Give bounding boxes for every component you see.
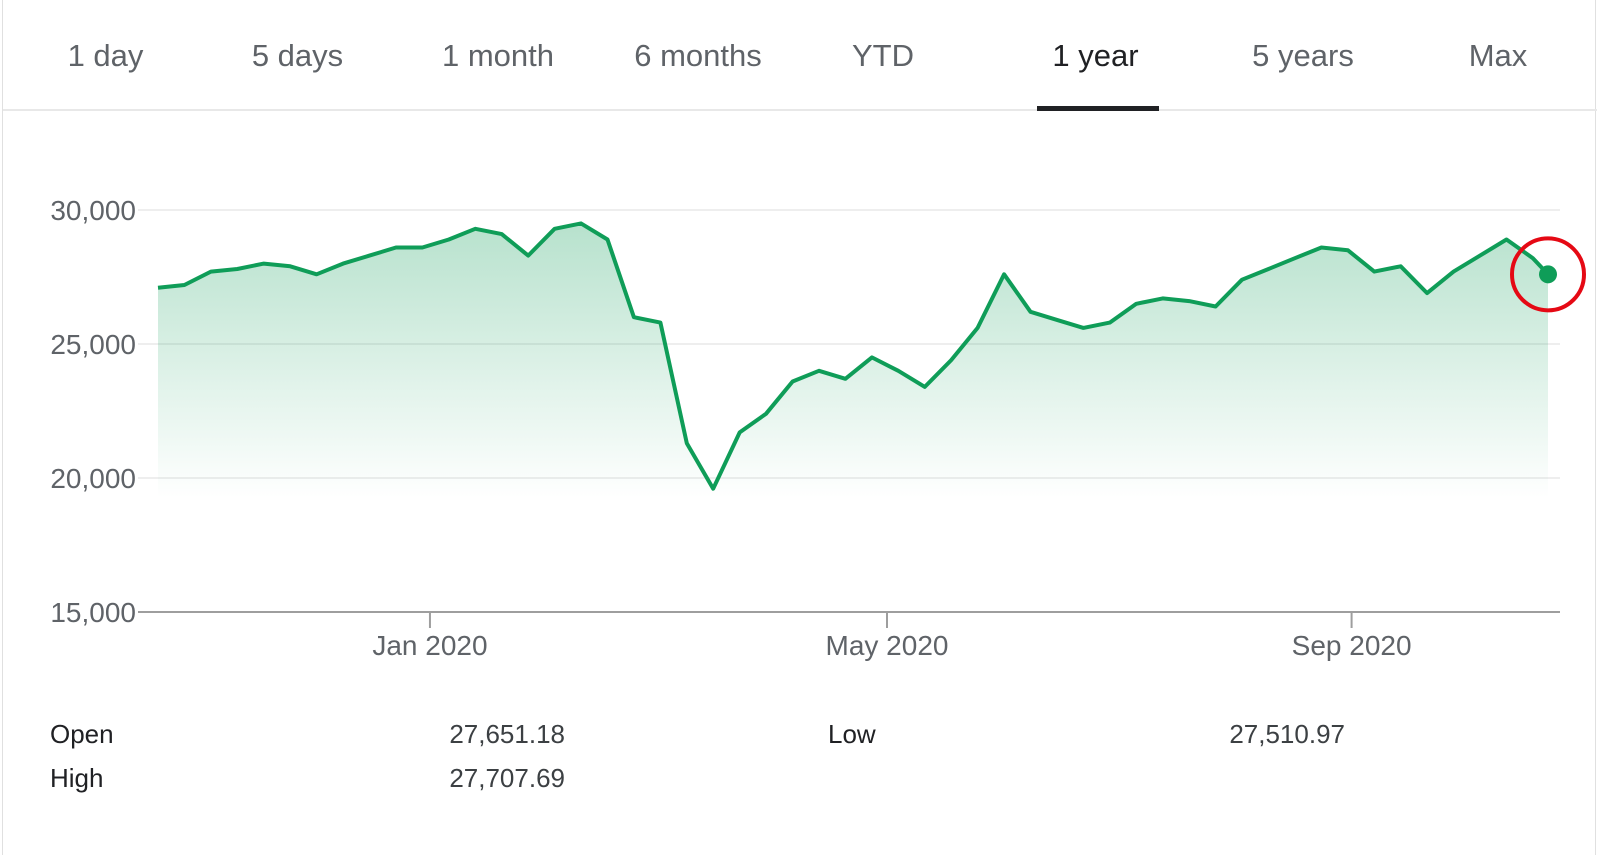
price-chart: 15,000 20,000 25,000 30,000 Jan 2020 May 202…: [50, 195, 1586, 661]
x-tick-label: Jan 2020: [372, 630, 487, 661]
tab-6-months[interactable]: 6 months: [634, 38, 762, 73]
range-tabs: 1 day 5 days 1 month 6 months YTD 1 year…: [3, 0, 1597, 111]
x-axis-ticks: Jan 2020 May 2020 Sep 2020: [372, 612, 1412, 661]
x-tick-label: May 2020: [826, 630, 949, 661]
open-label: Open: [50, 719, 114, 749]
tab-ytd[interactable]: YTD: [852, 38, 914, 73]
y-tick-label: 20,000: [50, 463, 136, 494]
tab-max[interactable]: Max: [1468, 38, 1528, 73]
tab-5-years[interactable]: 5 years: [1252, 38, 1354, 73]
last-price-point: [1539, 265, 1557, 284]
tab-5-days[interactable]: 5 days: [251, 38, 344, 73]
y-tick-label: 15,000: [50, 597, 136, 628]
high-value: 27,707.69: [449, 763, 565, 793]
price-area: [158, 223, 1548, 498]
low-value: 27,510.97: [1229, 719, 1345, 749]
tab-1-year[interactable]: 1 year: [1052, 38, 1139, 73]
price-line: [157, 221, 1550, 491]
active-tab-indicator: [1037, 106, 1159, 111]
tab-1-day[interactable]: 1 day: [67, 38, 144, 73]
x-tick-label: Sep 2020: [1292, 630, 1412, 661]
highlight-ring: [1510, 236, 1586, 313]
low-label: Low: [828, 719, 876, 749]
tab-1-month[interactable]: 1 month: [441, 38, 554, 73]
open-value: 27,651.18: [449, 719, 565, 749]
high-label: High: [50, 763, 104, 793]
y-axis-ticks: 15,000 20,000 25,000 30,000: [50, 195, 136, 628]
y-tick-label: 30,000: [50, 195, 136, 226]
y-tick-label: 25,000: [50, 329, 136, 360]
